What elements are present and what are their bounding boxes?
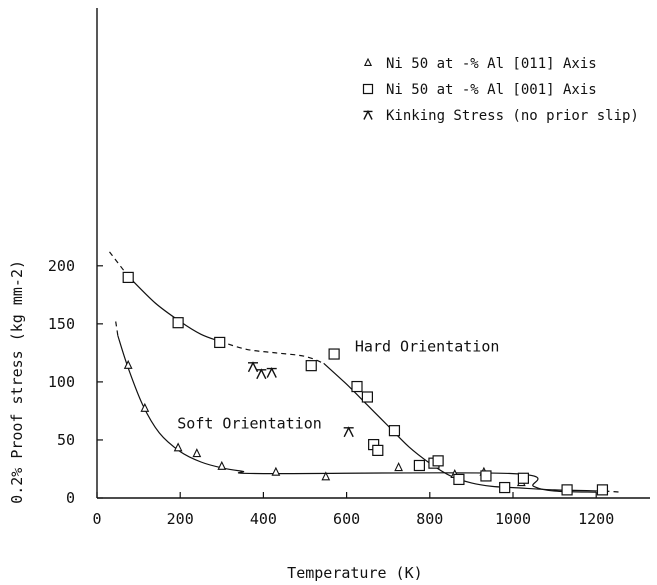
square-marker-001: [480, 470, 492, 482]
square-marker-001: [122, 271, 134, 284]
y-axis-label: 0.2% Proof stress (kg mm-2): [8, 260, 26, 504]
square-marker-001: [351, 380, 363, 393]
square-marker-001: [372, 444, 384, 456]
x-tick-label: 200: [167, 510, 194, 528]
x-tick-label: 400: [250, 510, 277, 528]
square-marker-001: [388, 425, 401, 437]
legend-triangle-marker: [363, 57, 373, 66]
legend-label-011-axis: Ni 50 at -% Al [011] Axis: [386, 56, 597, 72]
triangle-marker-011: [394, 462, 403, 472]
triangle-marker-011: [123, 359, 133, 369]
y-tick-label: 50: [57, 431, 75, 449]
axes: [96, 8, 650, 499]
x-tick-label: 600: [333, 510, 360, 528]
legend-label-001-axis: Ni 50 at -% Al [001] Axis: [386, 82, 597, 98]
triangle-marker-011: [321, 471, 331, 481]
x-axis-label: Temperature (K): [287, 564, 422, 582]
y-tick-label: 200: [48, 257, 75, 275]
triangle-marker-011: [217, 460, 227, 470]
fit-curves: [109, 251, 622, 493]
square-marker-001: [453, 473, 465, 486]
square-marker-001: [214, 336, 226, 349]
square-marker-001: [596, 484, 609, 496]
y-axis-ticks: 0 50 100 150 200: [48, 257, 103, 507]
square-marker-001: [328, 348, 340, 360]
soft-orientation-curve-dashed-start: [115, 321, 119, 336]
legend-kink-marker: [363, 109, 373, 120]
data-markers: [122, 271, 609, 496]
triangle-marker-011: [173, 442, 183, 452]
hard-orientation-curve-high-temp: [323, 362, 605, 492]
triangle-marker-011: [192, 448, 202, 458]
x-tick-label: 1200: [578, 510, 614, 528]
square-marker-001: [413, 459, 425, 472]
kinking-stress-marker: [247, 361, 259, 373]
square-marker-001: [305, 360, 317, 372]
annotation-soft-orientation: Soft Orientation: [177, 414, 322, 432]
triangle-marker-011: [271, 466, 281, 476]
legend-label-kinking-stress: Kinking Stress (no prior slip): [386, 108, 639, 124]
square-marker-001: [561, 484, 573, 496]
kinking-stress-marker: [343, 426, 354, 438]
x-tick-label: 800: [416, 510, 443, 528]
legend-square-icon: [362, 83, 374, 95]
y-tick-label: 100: [48, 373, 75, 391]
x-axis-ticks: 0 200 400 600 800 1000 1200: [92, 492, 614, 528]
kinking-stress-marker: [266, 367, 277, 378]
kinking-stress-marker: [256, 368, 267, 380]
square-marker-001: [432, 455, 444, 467]
x-tick-label: 0: [92, 510, 101, 528]
square-marker-001: [517, 472, 530, 484]
annotation-hard-orientation: Hard Orientation: [355, 338, 500, 356]
square-marker-001: [361, 391, 373, 403]
legend-square-marker: [362, 83, 374, 95]
square-marker-001: [172, 317, 184, 329]
legend-kink-icon: [363, 109, 373, 120]
legend: Ni 50 at -% Al [011] Axis Ni 50 at -% Al…: [362, 56, 639, 124]
triangle-marker-011: [140, 402, 150, 412]
hard-orientation-curve: [127, 275, 220, 342]
x-tick-label: 1000: [495, 510, 531, 528]
y-tick-label: 0: [66, 489, 75, 507]
legend-triangle-icon: [363, 57, 373, 66]
square-marker-001: [499, 481, 511, 494]
hard-orientation-curve-dashed-middle: [219, 340, 324, 364]
y-tick-label: 150: [48, 315, 75, 333]
